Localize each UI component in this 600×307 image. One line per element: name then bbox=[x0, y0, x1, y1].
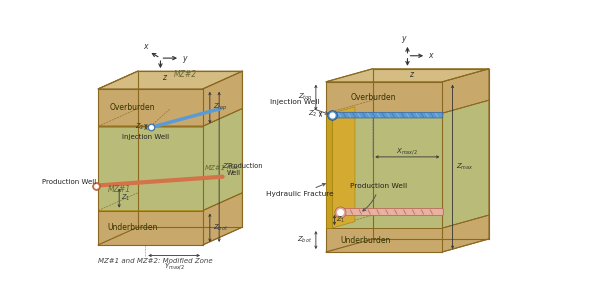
Polygon shape bbox=[326, 113, 442, 228]
Text: z: z bbox=[409, 70, 413, 79]
Polygon shape bbox=[98, 89, 203, 126]
Text: $Z_1$: $Z_1$ bbox=[121, 193, 130, 203]
Polygon shape bbox=[98, 126, 203, 211]
Text: y: y bbox=[401, 34, 406, 43]
Text: z: z bbox=[162, 73, 166, 82]
FancyBboxPatch shape bbox=[331, 112, 443, 118]
Polygon shape bbox=[98, 211, 203, 245]
Text: Production Well: Production Well bbox=[350, 183, 407, 211]
Polygon shape bbox=[442, 100, 489, 228]
Text: $Y_{max/2}$: $Y_{max/2}$ bbox=[164, 261, 185, 272]
Text: $Z_{bot}$: $Z_{bot}$ bbox=[298, 235, 313, 245]
Polygon shape bbox=[326, 69, 489, 82]
Text: $Z_2$: $Z_2$ bbox=[135, 122, 144, 132]
Polygon shape bbox=[203, 193, 242, 245]
Polygon shape bbox=[326, 228, 442, 252]
Polygon shape bbox=[98, 210, 203, 211]
Text: x: x bbox=[428, 51, 433, 60]
Text: $Z_{top}$: $Z_{top}$ bbox=[212, 102, 227, 113]
Text: $Z_2$: $Z_2$ bbox=[308, 109, 317, 119]
Polygon shape bbox=[203, 109, 242, 211]
Text: $Z_{max}$: $Z_{max}$ bbox=[456, 162, 473, 172]
Text: Underburden: Underburden bbox=[107, 223, 158, 232]
Polygon shape bbox=[203, 71, 242, 126]
Text: Hydraulic Fracture: Hydraulic Fracture bbox=[266, 183, 333, 197]
Text: $Z_{max}$: $Z_{max}$ bbox=[222, 162, 239, 172]
Polygon shape bbox=[442, 215, 489, 252]
Text: Production Well: Production Well bbox=[41, 179, 96, 185]
Text: Underburden: Underburden bbox=[340, 235, 391, 245]
Polygon shape bbox=[332, 107, 355, 228]
FancyBboxPatch shape bbox=[338, 208, 443, 216]
Polygon shape bbox=[326, 113, 332, 228]
Polygon shape bbox=[98, 125, 203, 127]
Text: MZ#2: MZ#2 bbox=[174, 70, 197, 79]
Text: $Z_1$: $Z_1$ bbox=[337, 215, 346, 225]
Text: $Z_{bot}$: $Z_{bot}$ bbox=[212, 223, 228, 233]
Text: Overburden: Overburden bbox=[110, 103, 155, 112]
Text: $X_{max/2}$: $X_{max/2}$ bbox=[397, 146, 418, 157]
Text: y: y bbox=[182, 54, 187, 63]
Text: Injection Well: Injection Well bbox=[122, 134, 169, 140]
Polygon shape bbox=[326, 82, 442, 113]
Text: MZ#1 and MZ#2: Modified Zone: MZ#1 and MZ#2: Modified Zone bbox=[98, 258, 213, 264]
Text: $Z_{top}$: $Z_{top}$ bbox=[298, 92, 313, 103]
Text: MZ#1: MZ#1 bbox=[107, 185, 131, 194]
Text: Production
Well: Production Well bbox=[227, 162, 262, 176]
Text: Injection Well: Injection Well bbox=[271, 99, 328, 114]
Text: Overburden: Overburden bbox=[350, 93, 396, 102]
Text: x: x bbox=[143, 42, 148, 51]
Polygon shape bbox=[442, 69, 489, 113]
Text: MZ#1: MZ#1 bbox=[205, 165, 226, 171]
Polygon shape bbox=[98, 71, 242, 89]
